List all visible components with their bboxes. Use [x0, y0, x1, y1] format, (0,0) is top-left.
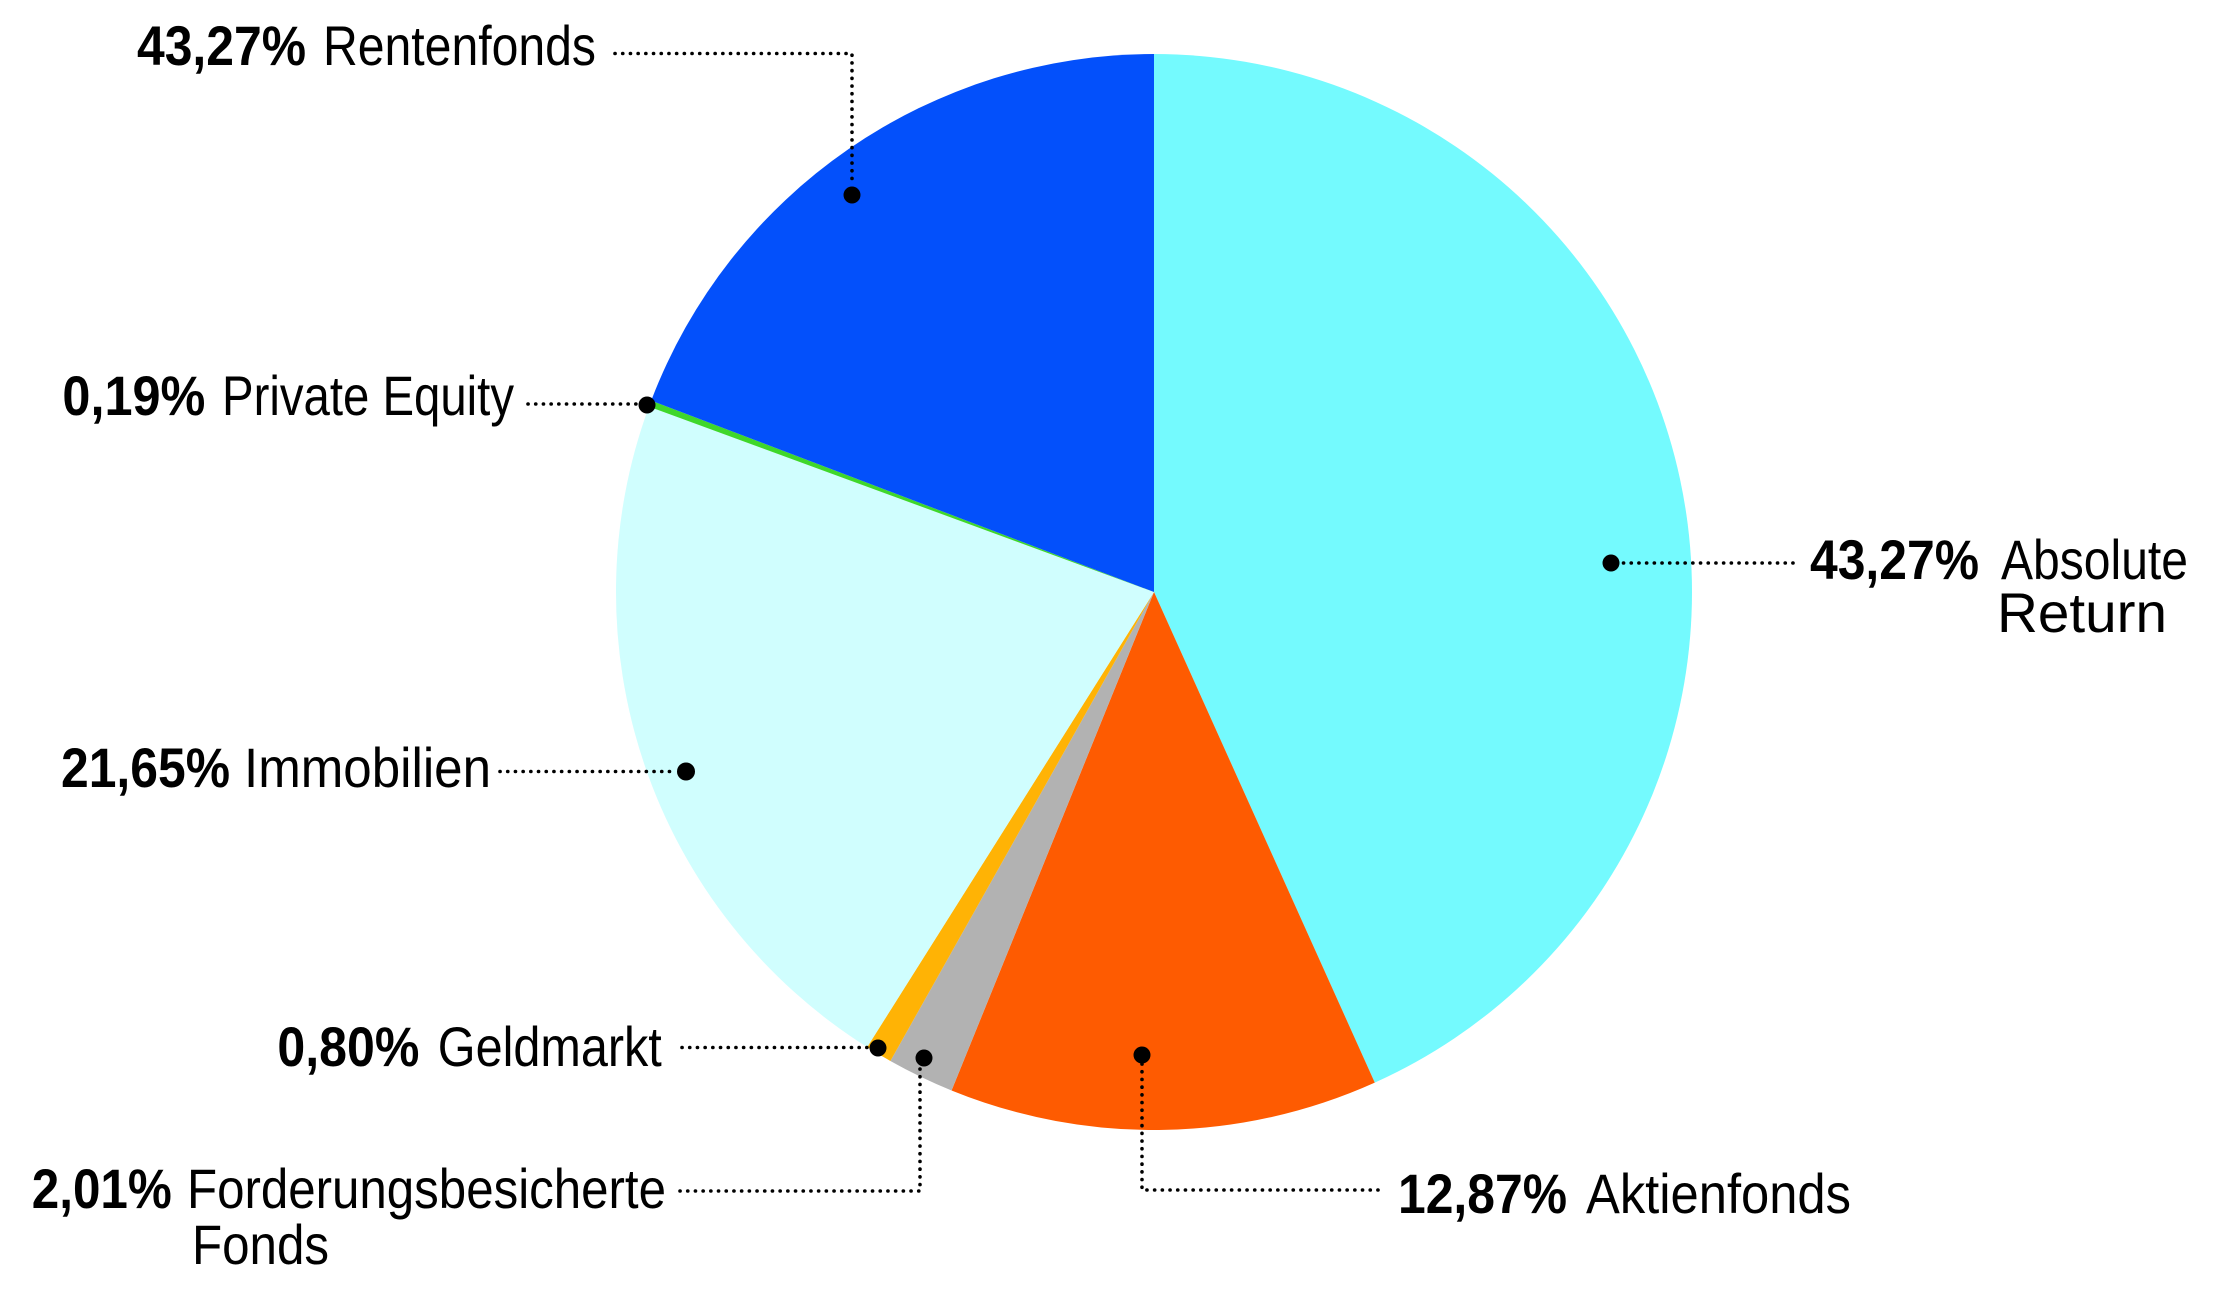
svg-text:0,80%: 0,80% [277, 1015, 419, 1078]
svg-text:Immobilien: Immobilien [244, 736, 491, 799]
svg-text:Forderungsbesicherte: Forderungsbesicherte [187, 1157, 666, 1220]
svg-text:Absolute: Absolute [2001, 528, 2188, 591]
svg-text:Geldmarkt: Geldmarkt [438, 1015, 662, 1078]
svg-text:43,27%: 43,27% [137, 14, 306, 77]
svg-text:Aktienfonds: Aktienfonds [1586, 1162, 1851, 1225]
svg-text:12,87%: 12,87% [1398, 1162, 1567, 1225]
svg-text:Rentenfonds: Rentenfonds [323, 14, 596, 77]
svg-text:0,19%: 0,19% [62, 364, 205, 427]
svg-text:2,01%: 2,01% [32, 1157, 172, 1220]
svg-text:43,27%: 43,27% [1810, 528, 1979, 591]
svg-text:Private Equity: Private Equity [222, 364, 514, 427]
svg-text:21,65%: 21,65% [61, 736, 230, 799]
svg-text:Return: Return [1997, 581, 2167, 644]
svg-text:Fonds: Fonds [192, 1213, 329, 1276]
